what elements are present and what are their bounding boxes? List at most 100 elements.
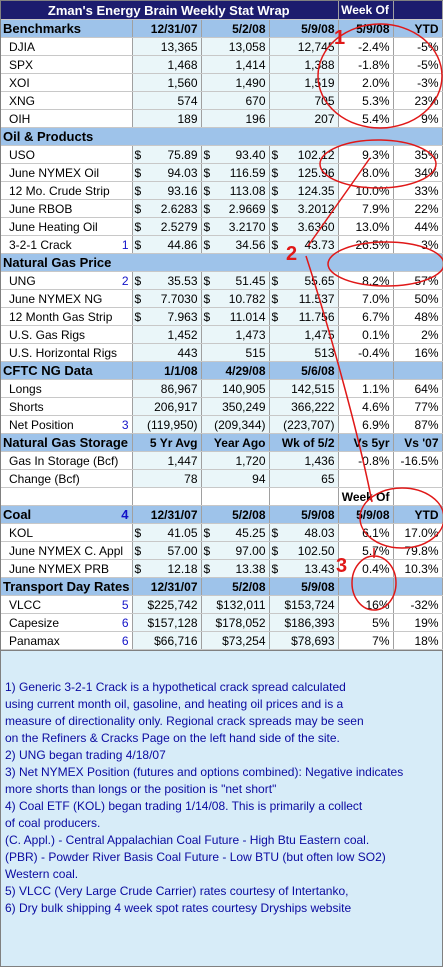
row-label-text: 12 Mo. Crude Strip	[9, 183, 110, 198]
value-text: 12.18	[167, 561, 198, 576]
value-text: 3.2012	[297, 201, 335, 216]
dollar-sign: $	[203, 273, 211, 288]
row-label: DJIA	[1, 37, 133, 56]
footnotes-panel: 1) Generic 3-2-1 Crack is a hypothetical…	[1, 650, 442, 966]
transport-row: Capesize 6 $157,128 $178,052 $186,393 5% 19%	[1, 613, 443, 632]
row-label-text: Shorts	[9, 399, 44, 414]
col-blank	[393, 361, 443, 380]
value-cell: $44.86	[132, 235, 202, 254]
row-label: KOL	[1, 523, 133, 542]
week-change: 5%	[338, 613, 394, 632]
week-change: 16%	[338, 595, 394, 614]
value-text: 102.12	[297, 147, 335, 162]
footnote-marker: 3	[121, 417, 129, 432]
dollar-sign: $	[271, 309, 279, 324]
row-label-text: June RBOB	[9, 201, 73, 216]
section-coal-label: Coal	[3, 507, 32, 522]
week-change: 6.7%	[338, 307, 394, 326]
value-text: $153,724	[284, 597, 335, 612]
week-change: -1.8%	[338, 55, 394, 74]
value-cell: $57.00	[132, 541, 202, 560]
value-text: 116.59	[229, 165, 266, 180]
week-change: -0.8%	[338, 451, 394, 470]
col-head: 5 Yr Avg	[132, 433, 202, 452]
value-cell: 94	[201, 469, 270, 488]
col-blank	[338, 361, 394, 380]
row-label: U.S. Horizontal Rigs	[1, 343, 133, 362]
row-label-text: DJIA	[9, 39, 36, 54]
week-of-label: Week Of	[338, 1, 394, 20]
value-text: (223,707)	[283, 417, 335, 432]
coal-row: June NYMEX PRB $12.18 $13.38 $13.43 0.4% 10.3…	[1, 559, 443, 578]
value-text: 1,447	[167, 453, 198, 468]
value-cell: $78,693	[269, 631, 339, 650]
value-cell: 1,560	[132, 73, 202, 92]
value-cell: $51.45	[201, 271, 270, 290]
week-change: 2.0%	[338, 73, 394, 92]
value-cell: 78	[132, 469, 202, 488]
value-text: 1,468	[167, 57, 198, 72]
dollar-sign: $	[203, 291, 211, 306]
value-text: 125.96	[297, 165, 335, 180]
row-label: Capesize 6	[1, 613, 133, 632]
storage-header: Natural Gas Storage 5 Yr Avg Year Ago Wk of…	[1, 433, 443, 452]
ytd-change: 9%	[393, 109, 443, 128]
value-cell: $3.2170	[201, 217, 270, 236]
value-cell: $7.7030	[132, 289, 202, 308]
footnote-marker: 6	[121, 633, 129, 648]
page-title: Zman's Energy Brain Weekly Stat Wrap	[1, 1, 339, 20]
natgas-row: 12 Month Gas Strip $7.963 $11.014 $11.756 6.…	[1, 307, 443, 326]
row-label-text: Gas In Storage (Bcf)	[9, 453, 119, 468]
value-cell: 350,249	[201, 397, 270, 416]
spacer-row: Week Of	[1, 487, 443, 506]
value-cell: 670	[201, 91, 270, 110]
value-text: 102.50	[297, 543, 335, 558]
row-label: June NYMEX C. Appl	[1, 541, 133, 560]
value-text: $186,393	[284, 615, 335, 630]
col-date: 5/2/08	[201, 505, 270, 524]
col-date: 12/31/07	[132, 505, 202, 524]
ytd-change: -32%	[393, 595, 443, 614]
blank	[269, 487, 339, 506]
ytd-change: 57%	[393, 271, 443, 290]
row-label-text: UNG	[9, 273, 36, 288]
col-date: 5/6/08	[269, 361, 339, 380]
value-cell: 705	[269, 91, 339, 110]
value-cell: $2.5279	[132, 217, 202, 236]
col-head: Vs '07	[393, 433, 443, 452]
col-ytd: YTD	[393, 19, 443, 38]
value-cell: $66,716	[132, 631, 202, 650]
row-label: June NYMEX PRB	[1, 559, 133, 578]
dollar-sign: $	[134, 237, 142, 252]
week-change: 5.3%	[338, 91, 394, 110]
dollar-sign: $	[134, 309, 142, 324]
value-text: 78	[184, 471, 198, 486]
footnote-line: 5) VLCC (Very Large Crude Carrier) rates…	[5, 884, 349, 898]
cftc-header: CFTC NG Data 1/1/08 4/29/08 5/6/08	[1, 361, 443, 380]
value-cell: 12,745	[269, 37, 339, 56]
row-label: June Heating Oil	[1, 217, 133, 236]
dollar-sign: $	[134, 219, 142, 234]
row-label-text: 3-2-1 Crack	[9, 237, 72, 252]
value-cell: $178,052	[201, 613, 270, 632]
value-cell: 1,490	[201, 73, 270, 92]
footnote-line: using current month oil, gasoline, and h…	[5, 697, 344, 711]
dollar-sign: $	[271, 291, 279, 306]
ytd-change: -5%	[393, 55, 443, 74]
storage-row: Change (Bcf) 78 94 65	[1, 469, 443, 488]
coal-row: KOL $41.05 $45.25 $48.03 6.1% 17.0%	[1, 523, 443, 542]
value-text: 207	[314, 111, 335, 126]
blank	[393, 487, 443, 506]
row-label-text: Net Position	[9, 417, 74, 432]
row-label-text: VLCC	[9, 597, 42, 612]
value-text: 1,388	[304, 57, 335, 72]
value-text: 670	[245, 93, 266, 108]
section-storage: Natural Gas Storage	[1, 433, 133, 452]
row-label: Panamax 6	[1, 631, 133, 650]
ytd-change: 19%	[393, 613, 443, 632]
value-cell: $94.03	[132, 163, 202, 182]
natgas-row: U.S. Horizontal Rigs 443 515 513 -0.4% 16%	[1, 343, 443, 362]
title-blank	[393, 1, 443, 20]
dollar-sign: $	[134, 147, 142, 162]
transport-header: Transport Day Rates 12/31/07 5/2/08 5/9/08	[1, 577, 443, 596]
